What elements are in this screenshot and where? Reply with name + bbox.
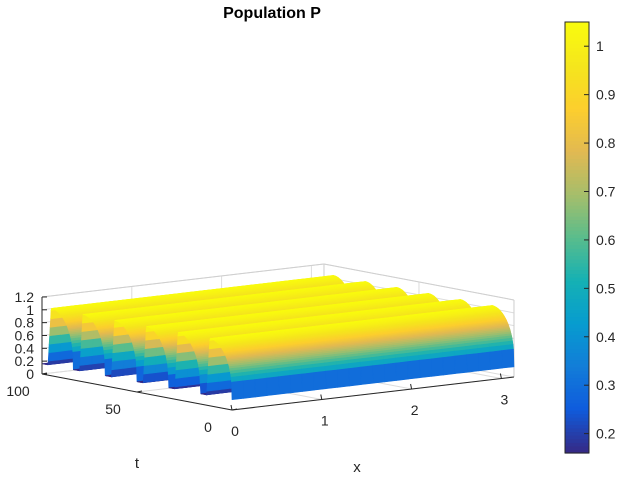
surface-patch bbox=[111, 351, 125, 362]
box-edge bbox=[41, 263, 325, 298]
box-edge bbox=[323, 263, 515, 301]
chart-title: Population P bbox=[223, 5, 321, 22]
surface-patch bbox=[48, 334, 62, 345]
surface-patch bbox=[123, 358, 137, 369]
surface-patch bbox=[80, 346, 94, 358]
surface-patch bbox=[81, 321, 95, 332]
surface-plot bbox=[41, 275, 515, 401]
surface-patch bbox=[60, 341, 73, 352]
